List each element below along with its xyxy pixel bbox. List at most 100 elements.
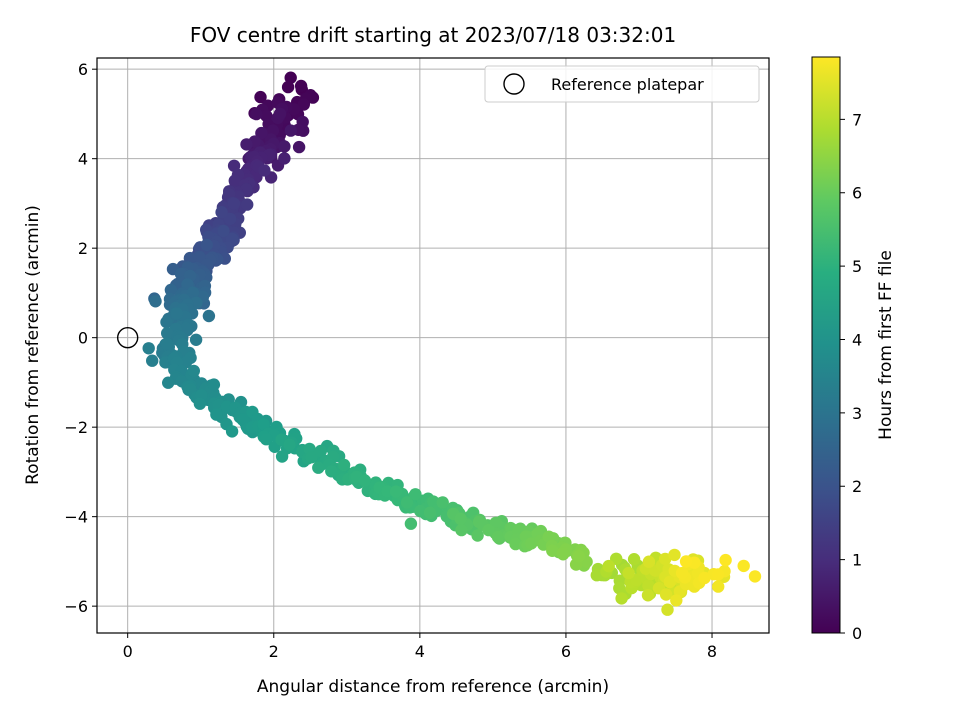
colorbar-tick-label: 2 [852,477,862,496]
data-point [482,523,495,537]
data-point [273,107,287,121]
data-point [217,224,230,238]
data-point [225,425,239,438]
data-point [389,485,403,498]
data-point [325,465,338,478]
data-point [668,548,681,562]
data-point [305,451,318,464]
data-point [659,552,672,566]
data-point [748,570,762,583]
y-tick-label: −2 [64,418,88,437]
y-axis-label: Rotation from reference (arcmin) [23,205,43,485]
data-point [670,594,683,607]
data-point [278,140,291,153]
colorbar-tick-label: 7 [852,110,862,129]
reference-marker-group [116,326,139,349]
colorbar: 0 1 2 3 4 5 6 7 Hours from first FF file [811,56,896,643]
plot-frame [96,57,770,634]
legend-box [484,65,760,103]
data-point [260,433,273,446]
data-point [228,174,241,187]
data-point [292,140,306,154]
x-axis-label: Angular distance from reference (arcmin) [257,677,609,697]
y-tick-label: −4 [64,508,88,527]
y-tick-label: 6 [78,60,88,79]
data-point [454,512,467,525]
grid-lines [97,58,769,633]
legend: Reference platepar [484,65,760,103]
x-tick-label: 8 [707,642,717,661]
data-point [187,364,200,378]
data-point [284,124,297,137]
data-point [436,496,449,509]
data-point [572,550,585,563]
data-point [161,327,174,340]
data-point [160,315,173,329]
data-point [641,589,655,602]
data-point [711,568,725,581]
data-point [712,580,725,593]
data-point [423,506,437,519]
data-point [314,444,327,458]
data-point [164,283,178,297]
data-point [661,603,674,616]
data-point [142,342,155,355]
data-point [455,523,468,537]
reference-platepar-marker [116,326,139,349]
data-point [679,555,693,568]
data-point [622,566,635,580]
data-point [642,579,655,592]
data-point [202,309,216,323]
data-point [207,378,221,391]
data-point [170,307,183,320]
colorbar-tick-label: 0 [852,624,862,643]
data-point [404,517,418,530]
data-point [200,238,213,252]
data-point [283,438,296,451]
colorbar-label: Hours from first FF file [876,250,896,440]
data-point [210,408,223,421]
data-point [719,553,732,567]
data-point [337,458,351,472]
data-point [240,138,253,151]
colorbar-ticks: 0 1 2 3 4 5 6 7 [840,110,862,643]
data-point [254,90,267,104]
x-tick-label: 6 [561,642,571,661]
data-point [400,496,414,509]
data-point [189,333,203,346]
data-point [590,569,603,582]
data-point [659,588,673,601]
data-point [663,575,676,589]
data-point [227,197,241,210]
x-tick-label: 4 [415,642,425,661]
data-points [142,71,762,616]
data-point [284,71,297,84]
colorbar-tick-label: 5 [852,257,862,276]
data-point [160,337,174,350]
data-point [162,376,175,389]
x-axis-ticks: 0 2 4 6 8 [123,633,717,661]
y-tick-label: 0 [78,329,88,348]
colorbar-tick-label: 3 [852,404,862,423]
x-tick-label: 2 [269,642,279,661]
chart-title: FOV centre drift starting at 2023/07/18 … [190,23,676,47]
data-point [183,251,197,265]
data-point [627,553,641,566]
y-tick-label: 4 [78,150,88,169]
data-point [223,212,237,226]
colorbar-tick-label: 1 [852,551,862,570]
data-point [193,397,207,410]
data-point [471,529,484,542]
colorbar-tick-label: 6 [852,184,862,203]
colorbar-gradient [811,56,841,634]
data-point [737,559,750,573]
data-point [255,126,268,140]
data-point [146,354,159,367]
data-point [556,547,569,560]
data-point [358,474,372,487]
data-point [215,206,228,219]
data-point [546,544,559,557]
y-tick-label: −6 [64,597,88,616]
data-point [409,488,422,501]
